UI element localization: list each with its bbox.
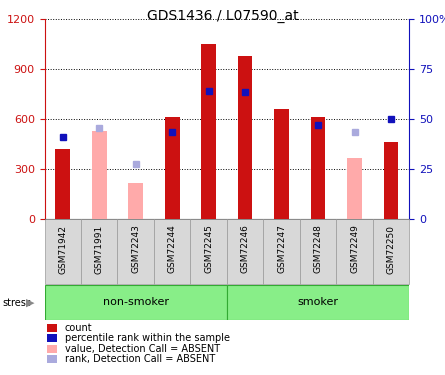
Text: GSM72245: GSM72245 bbox=[204, 225, 213, 273]
Bar bbox=[165, 117, 179, 219]
Bar bbox=[348, 158, 362, 219]
Bar bbox=[129, 183, 143, 219]
Text: GSM72248: GSM72248 bbox=[314, 225, 323, 273]
Bar bbox=[202, 44, 216, 219]
Text: GSM71991: GSM71991 bbox=[95, 225, 104, 274]
Bar bbox=[81, 219, 117, 284]
Bar bbox=[373, 219, 409, 284]
Text: stress: stress bbox=[2, 298, 31, 307]
Text: GSM72249: GSM72249 bbox=[350, 225, 359, 273]
Text: value, Detection Call = ABSENT: value, Detection Call = ABSENT bbox=[65, 344, 220, 354]
Bar bbox=[190, 219, 227, 284]
Bar bbox=[275, 109, 289, 219]
Text: smoker: smoker bbox=[298, 297, 339, 307]
Text: non-smoker: non-smoker bbox=[103, 297, 169, 307]
Text: GDS1436 / L07590_at: GDS1436 / L07590_at bbox=[147, 9, 298, 23]
Bar bbox=[384, 142, 398, 219]
Bar bbox=[263, 219, 300, 284]
Bar bbox=[154, 219, 190, 284]
Text: GSM72243: GSM72243 bbox=[131, 225, 140, 273]
Bar bbox=[44, 285, 227, 320]
Text: rank, Detection Call = ABSENT: rank, Detection Call = ABSENT bbox=[65, 354, 215, 364]
Bar bbox=[311, 117, 325, 219]
Text: GSM71942: GSM71942 bbox=[58, 225, 67, 274]
Bar bbox=[300, 219, 336, 284]
Bar bbox=[227, 285, 409, 320]
Text: ▶: ▶ bbox=[26, 298, 34, 307]
Bar bbox=[238, 56, 252, 219]
Bar bbox=[336, 219, 373, 284]
Text: GSM72246: GSM72246 bbox=[241, 225, 250, 273]
Bar bbox=[227, 219, 263, 284]
Bar bbox=[92, 131, 106, 219]
Bar bbox=[44, 219, 81, 284]
Bar bbox=[56, 149, 70, 219]
Text: count: count bbox=[65, 323, 92, 333]
Text: GSM72247: GSM72247 bbox=[277, 225, 286, 273]
Bar bbox=[117, 219, 154, 284]
Text: GSM72244: GSM72244 bbox=[168, 225, 177, 273]
Text: GSM72250: GSM72250 bbox=[387, 225, 396, 274]
Text: percentile rank within the sample: percentile rank within the sample bbox=[65, 333, 230, 343]
